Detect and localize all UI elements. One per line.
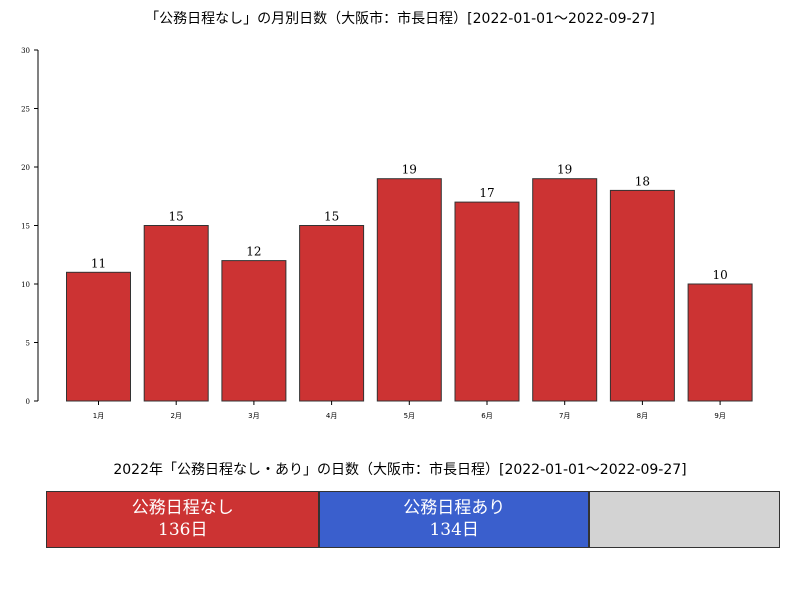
x-tick-label: 3月: [248, 412, 259, 420]
bar: [687, 283, 753, 402]
bar-value-label: 12: [246, 245, 261, 259]
segment-no-duty: 公務日程なし 136日: [46, 491, 320, 548]
x-tick-label: 2月: [170, 412, 181, 420]
bar-value-label: 15: [324, 210, 339, 224]
x-tick-label: 5月: [404, 412, 415, 420]
segment-remaining: [588, 491, 780, 548]
y-tick-label: 20: [21, 164, 30, 172]
y-tick-label: 5: [26, 340, 30, 348]
bar-value-label: 10: [712, 268, 727, 282]
bar-value-label: 18: [635, 174, 650, 188]
bar: [143, 225, 209, 402]
y-tick-label: 30: [21, 47, 30, 55]
x-tick-label: 6月: [481, 412, 492, 420]
bar-value-label: 19: [402, 163, 417, 177]
bar-value-label: 15: [169, 210, 184, 224]
y-tick-label: 25: [21, 106, 30, 114]
segment-no-duty-value: 136日: [158, 520, 208, 540]
y-tick-label: 0: [26, 398, 30, 406]
x-tick-label: 1月: [93, 412, 104, 420]
y-tick-label: 15: [21, 223, 30, 231]
bar: [66, 271, 131, 402]
x-tick-label: 9月: [714, 412, 725, 420]
bar: [609, 189, 675, 402]
bar-value-label: 11: [91, 256, 106, 270]
bar-value-label: 19: [557, 163, 572, 177]
bar: [221, 260, 287, 402]
segment-with-duty-label: 公務日程あり: [403, 498, 506, 518]
segment-no-duty-label: 公務日程なし: [131, 498, 234, 518]
summary-title: 2022年「公務日程なし・あり」の日数（大阪市：市長日程）[2022-01-01…: [113, 462, 687, 478]
bar: [532, 178, 598, 402]
bar-chart: 0 5 10 15 20 25 30 11 1月 15 2月 12 3月 15 4月 19 5月 17 6月 19 7月…: [21, 47, 753, 420]
x-tick-label: 8月: [637, 412, 648, 420]
bar-value-label: 17: [479, 186, 494, 200]
segment-with-duty-value: 134日: [429, 520, 479, 540]
chart-title: 「公務日程なし」の月別日数（大阪市：市長日程）[2022-01-01～2022-…: [145, 11, 655, 27]
bar: [454, 201, 520, 402]
segment-with-duty: 公務日程あり 134日: [319, 491, 589, 548]
x-tick-label: 7月: [559, 412, 570, 420]
y-tick-label: 10: [21, 281, 30, 289]
x-tick-label: 4月: [326, 412, 337, 420]
bar: [299, 225, 365, 402]
bar: [376, 178, 442, 402]
